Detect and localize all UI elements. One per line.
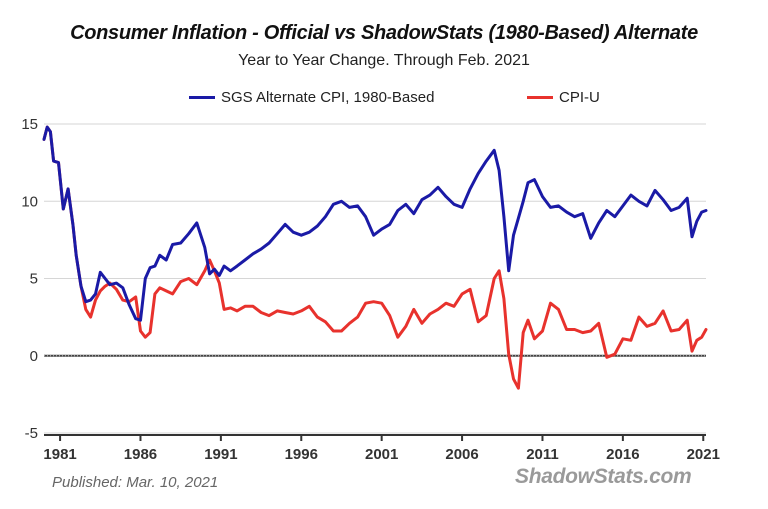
series-line-sgs [42, 125, 708, 322]
x-tick-label: 2016 [606, 446, 639, 463]
y-tick-label: 10 [21, 193, 38, 210]
legend-item-sgs: SGS Alternate CPI, 1980-Based [189, 89, 434, 106]
y-tick-labels: 15 10 5 0 -5 [21, 116, 38, 442]
x-tick-label: 1986 [124, 446, 157, 463]
series-lines [42, 125, 708, 390]
chart-subtitle: Year to Year Change. Through Feb. 2021 [238, 52, 530, 69]
x-tick-labels: 1981 1986 1991 1996 2001 2006 2011 2016 2021 [43, 446, 720, 463]
chart-title: Consumer Inflation - Official vs ShadowS… [70, 22, 698, 44]
brand-watermark: ShadowStats.com [515, 465, 692, 488]
grid-lines [44, 123, 706, 434]
x-tick-label: 1991 [204, 446, 237, 463]
legend-swatch-sgs [189, 96, 215, 99]
published-date: Published: Mar. 10, 2021 [52, 474, 219, 491]
legend-label-sgs: SGS Alternate CPI, 1980-Based [221, 89, 435, 106]
y-tick-label: 15 [21, 116, 38, 133]
series-line-cpiu [42, 125, 708, 390]
y-tick-label: -5 [25, 425, 38, 442]
x-tick-label: 2021 [687, 446, 720, 463]
x-tick-label: 2006 [445, 446, 478, 463]
x-tick-label: 2011 [526, 446, 559, 463]
y-tick-label: 0 [30, 348, 38, 365]
legend-item-cpiu: CPI-U [527, 89, 600, 106]
y-tick-label: 5 [30, 271, 38, 288]
legend-swatch-cpiu [527, 96, 553, 99]
x-tick-label: 1981 [43, 446, 76, 463]
x-tick-label: 1996 [285, 446, 318, 463]
x-tick-marks [59, 435, 705, 441]
legend-label-cpiu: CPI-U [559, 89, 600, 106]
x-tick-label: 2001 [365, 446, 398, 463]
